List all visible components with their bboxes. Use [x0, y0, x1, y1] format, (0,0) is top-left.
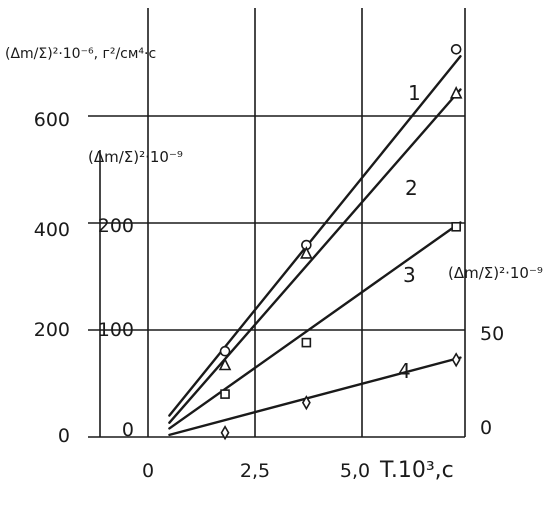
series-label-3: 3: [403, 263, 416, 287]
y-inner-axis-label: (Δm/Σ)²·10⁻⁹: [88, 148, 183, 166]
data-point-series-2: [449, 86, 463, 99]
x-tick-label: 0: [142, 460, 154, 482]
series-label-1: 1: [408, 81, 421, 105]
data-point-series-4: [301, 395, 311, 411]
x-tick-label: 5,0: [340, 460, 370, 482]
series-label-2: 2: [405, 176, 418, 200]
data-markers: [218, 43, 463, 441]
data-point-series-1: [219, 345, 231, 357]
fit-line-series-2: [168, 88, 462, 424]
fit-line-series-3: [168, 221, 462, 430]
fit-line-series-4: [168, 356, 462, 437]
fit-line-series-1: [168, 55, 462, 417]
y-inner-tick-label: 100: [98, 319, 134, 341]
y-right-axis-label: (Δm/Σ)²·10⁻⁹: [448, 264, 543, 282]
data-point-series-1: [450, 43, 462, 55]
x-axis-label: T.10³,c: [379, 458, 454, 483]
data-point-series-4: [451, 352, 461, 368]
data-point-series-3: [451, 221, 461, 232]
data-point-series-3: [220, 389, 230, 399]
plot-grid: [88, 8, 466, 438]
fit-lines: [168, 55, 462, 437]
y-right-tick-label: 0: [480, 417, 492, 439]
series-label-4: 4: [398, 359, 411, 383]
data-point-series-2: [218, 357, 232, 371]
y-inner-tick-label: 200: [98, 215, 134, 237]
y-right-tick-label: 50: [480, 323, 504, 345]
x-tick-label: 2,5: [240, 460, 270, 482]
data-point-series-4: [220, 425, 230, 441]
y-outer-tick-label: 400: [34, 219, 70, 241]
y-outer-tick-label: 0: [58, 425, 70, 447]
data-point-series-3: [301, 337, 312, 348]
y-outer-axis-label: (Δm/Σ)²·10⁻⁶, г²/см⁴·с: [5, 46, 156, 62]
y-inner-tick-label: 0: [122, 419, 134, 441]
y-outer-tick-label: 600: [34, 109, 70, 131]
data-point-series-2: [300, 246, 313, 259]
y-outer-tick-label: 200: [34, 319, 70, 341]
